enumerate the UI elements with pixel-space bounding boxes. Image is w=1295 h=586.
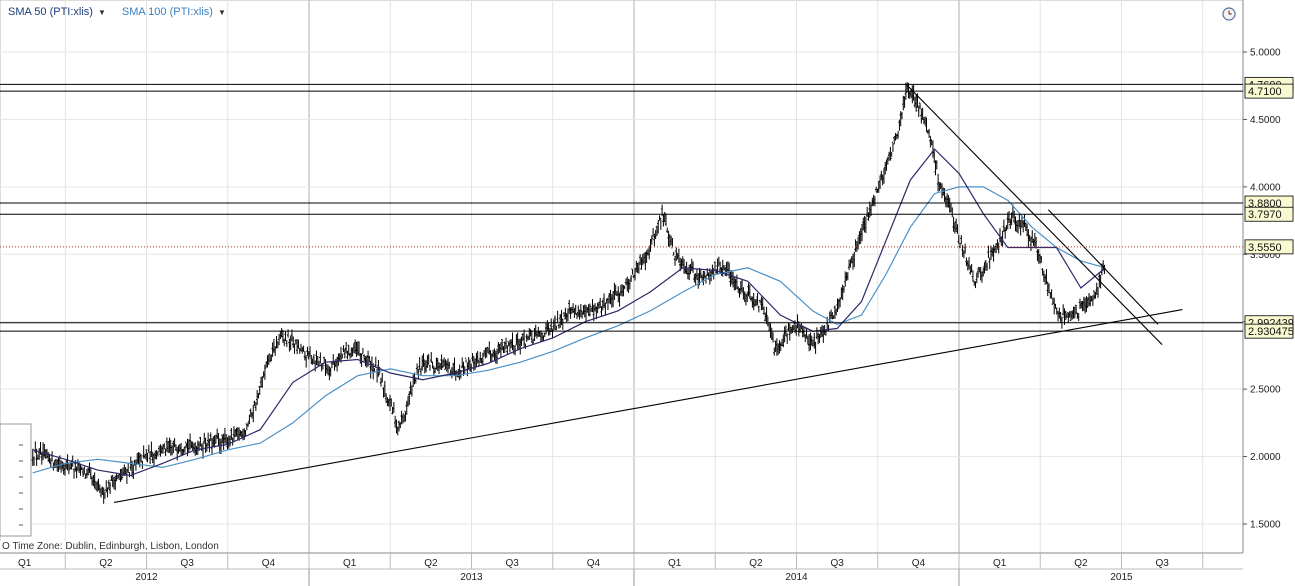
level-price-label: 3.7970 bbox=[1244, 206, 1294, 222]
quarter-label: Q1 bbox=[18, 558, 32, 569]
indicator-legend: SMA 50 (PTI:xlis) ▼ SMA 100 (PTI:xlis) ▼ bbox=[8, 6, 226, 18]
plot-area[interactable] bbox=[0, 0, 1244, 554]
y-tick-label: 4.5000 bbox=[1250, 115, 1281, 126]
sma100-legend-item[interactable]: SMA 100 (PTI:xlis) ▼ bbox=[122, 6, 226, 18]
sma50-label: SMA 50 (PTI:xlis) bbox=[8, 6, 93, 18]
sma50-legend-item[interactable]: SMA 50 (PTI:xlis) ▼ bbox=[8, 6, 106, 18]
quarter-label: Q4 bbox=[587, 558, 601, 569]
candlestick-series bbox=[31, 82, 1105, 504]
year-label: 2013 bbox=[460, 572, 483, 583]
trendline[interactable] bbox=[113, 309, 1183, 503]
y-tick-label: 2.5000 bbox=[1250, 385, 1281, 396]
trendline[interactable] bbox=[1047, 209, 1159, 325]
y-tick-label: 4.0000 bbox=[1250, 182, 1281, 193]
quarter-label: Q3 bbox=[505, 558, 519, 569]
clock-icon[interactable] bbox=[1222, 7, 1236, 21]
quarter-label: Q2 bbox=[749, 558, 763, 569]
quarter-label: Q2 bbox=[99, 558, 113, 569]
year-label: 2012 bbox=[135, 572, 158, 583]
price-box-text: 3.5550 bbox=[1248, 242, 1282, 254]
inset-panel[interactable] bbox=[0, 423, 32, 537]
price-box-frame bbox=[1244, 206, 1294, 222]
sma100-label: SMA 100 (PTI:xlis) bbox=[121, 6, 213, 18]
y-tick-label: 1.5000 bbox=[1250, 520, 1281, 531]
quarter-label: Q2 bbox=[1074, 558, 1088, 569]
price-box-frame bbox=[1244, 83, 1294, 99]
level-price-label: 2.930475 bbox=[1244, 323, 1294, 339]
price-box-frame bbox=[1244, 239, 1294, 255]
sma50-line bbox=[32, 148, 1106, 477]
price-box-frame bbox=[1244, 323, 1294, 339]
quarter-label: Q1 bbox=[668, 558, 682, 569]
level-price-label: 4.7100 bbox=[1244, 83, 1294, 99]
quarter-label: Q4 bbox=[912, 558, 926, 569]
quarter-label: Q4 bbox=[262, 558, 276, 569]
price-box-text: 2.930475 bbox=[1248, 326, 1294, 338]
quarter-label: Q1 bbox=[993, 558, 1007, 569]
quarter-label: Q2 bbox=[424, 558, 438, 569]
year-label: 2015 bbox=[1110, 572, 1133, 583]
chevron-down-icon[interactable]: ▼ bbox=[97, 7, 106, 17]
quarter-label: Q1 bbox=[343, 558, 357, 569]
y-tick-label: 5.0000 bbox=[1250, 48, 1281, 59]
chevron-down-icon[interactable]: ▼ bbox=[217, 7, 226, 17]
price-box-text: 3.7970 bbox=[1248, 209, 1282, 221]
y-tick-label: 3.5000 bbox=[1250, 250, 1281, 261]
sma100-line bbox=[32, 186, 1106, 474]
quarter-label: Q3 bbox=[1155, 558, 1169, 569]
quarter-label: Q3 bbox=[180, 558, 194, 569]
timezone-label: O Time Zone: Dublin, Edinburgh, Lisbon, … bbox=[0, 541, 221, 552]
last-price-label: 3.5550 bbox=[1244, 239, 1294, 255]
quarter-label: Q3 bbox=[830, 558, 844, 569]
price-box-text: 4.7100 bbox=[1248, 86, 1282, 98]
year-label: 2014 bbox=[785, 572, 808, 583]
y-tick-label: 2.0000 bbox=[1250, 452, 1281, 463]
